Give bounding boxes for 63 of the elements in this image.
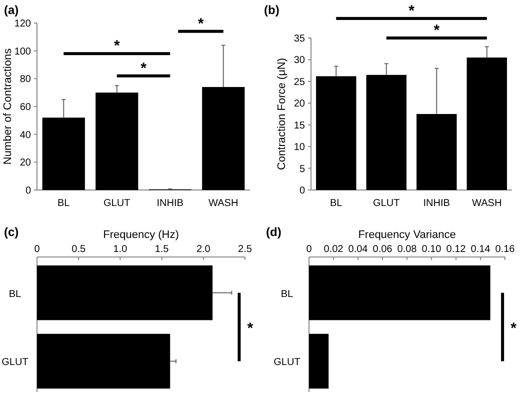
y-tick-label: 25 — [294, 76, 306, 88]
bar — [466, 58, 507, 190]
annotation: * — [434, 22, 440, 39]
annotation: * — [140, 60, 147, 77]
x-tick-label: 0 — [306, 244, 312, 255]
x-tick-label: BL — [58, 198, 70, 209]
text: * — [408, 2, 415, 20]
y-tick-label: 80 — [20, 74, 32, 86]
x-tick-label: 0.02 — [324, 244, 344, 255]
bar — [202, 87, 245, 190]
x-axis-title: Frequency (Hz) — [103, 229, 179, 241]
bar — [316, 76, 356, 190]
y-tick-label: 0 — [25, 186, 32, 196]
x-tick-label: 0.12 — [446, 244, 466, 255]
x-tick-label: 2.0 — [196, 244, 211, 255]
x-tick-label: 1.0 — [113, 244, 128, 255]
y-tick-label: 40 — [20, 130, 32, 141]
x-tick-label: INHIB — [156, 198, 184, 209]
text: * — [510, 320, 517, 337]
chart-title: (b) — [264, 3, 280, 17]
x-tick-label: 0.10 — [422, 244, 442, 255]
x-tick-label: GLUT — [373, 198, 400, 209]
annotation: * — [114, 38, 120, 55]
x-tick-label: WASH — [472, 198, 502, 209]
chart-title: (d) — [266, 225, 282, 239]
chart-title: (c) — [4, 225, 19, 239]
y-tick-label: 20 — [294, 98, 306, 110]
bar — [416, 114, 457, 190]
x-tick-label: INHIB — [423, 198, 450, 209]
y-tick-label: 30 — [294, 55, 306, 66]
y-tick-label: 0 — [299, 186, 306, 196]
y-tick-label: 5 — [299, 164, 306, 175]
y-tick-label: 100 — [14, 46, 32, 58]
y-tick-label: BL — [8, 288, 22, 300]
x-tick-label: 0.06 — [372, 244, 393, 255]
x-tick-label: WASH — [208, 198, 238, 209]
y-tick-label: 60 — [20, 102, 32, 113]
x-tick-label: BL — [330, 198, 343, 209]
y-axis-title: Contraction Force (μN) — [276, 58, 288, 170]
y-tick-label: 120 — [14, 18, 32, 30]
x-tick-label: 0 — [34, 244, 40, 255]
x-tick-label: 0.08 — [397, 244, 418, 255]
x-tick-label: 0.14 — [470, 244, 491, 255]
text: * — [247, 320, 254, 337]
y-tick-label: GLUT — [274, 357, 300, 368]
x-axis-title: Frequency Variance — [358, 229, 456, 241]
x-tick-label: 1.5 — [154, 244, 170, 255]
y-tick-label: GLUT — [2, 357, 28, 368]
bar — [96, 92, 138, 190]
x-tick-label: 0.16 — [495, 244, 516, 255]
annotation: * — [198, 15, 204, 32]
x-tick-label: GLUT — [104, 198, 130, 209]
x-tick-label: 2.5 — [238, 244, 252, 255]
y-tick-label: 20 — [20, 158, 32, 169]
y-tick-label: 35 — [294, 34, 306, 44]
x-tick-label: 0.5 — [72, 244, 86, 255]
bar — [42, 118, 85, 190]
y-tick-label: 15 — [294, 120, 306, 132]
y-axis-title: Number of Contractions — [2, 48, 14, 165]
chart-title: (a) — [4, 3, 19, 17]
x-tick-label: 0.04 — [348, 244, 368, 255]
bar — [366, 74, 406, 190]
y-tick-label: 10 — [294, 142, 306, 154]
